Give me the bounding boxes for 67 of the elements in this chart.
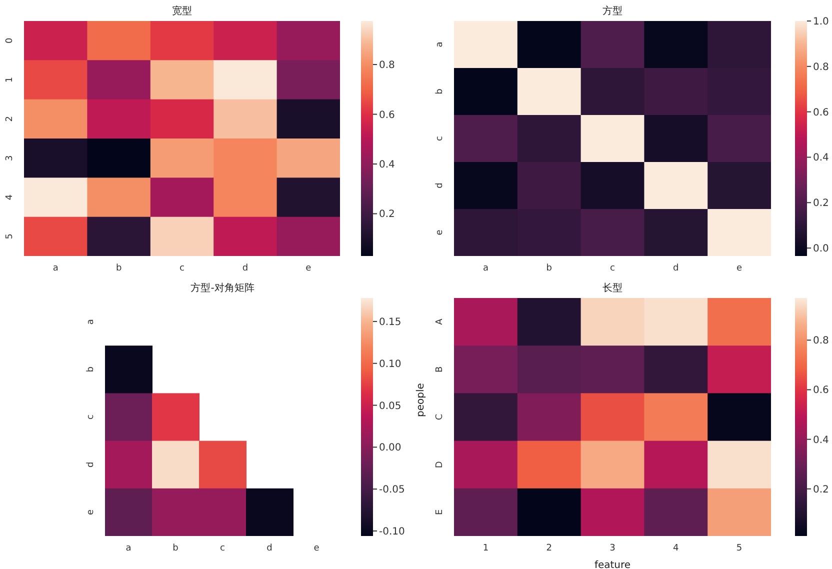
y-tick-label: 3 (5, 155, 15, 161)
chart-title: 宽型 (171, 4, 193, 18)
x-tick-label: c (220, 543, 226, 554)
y-tick-label: 4 (5, 194, 15, 200)
color-bar-label: 0.4 (813, 434, 829, 446)
x-tick-label: e (314, 543, 320, 554)
color-bar-label: 0.4 (379, 159, 395, 170)
color-bar-label: 0.8 (813, 62, 829, 73)
x-tick-label: b (116, 263, 122, 274)
color-bar-label: 0.4 (813, 152, 829, 164)
x-tick-label: 2 (546, 543, 552, 554)
y-tick-label: a (435, 42, 445, 48)
y-tick-label: e (86, 508, 96, 515)
color-bar-label: -0.05 (379, 484, 405, 496)
color-bar-label: 1.0 (813, 16, 829, 28)
x-tick-label: a (482, 263, 488, 274)
y-tick-label: d (435, 182, 445, 188)
x-tick-label: e (306, 263, 312, 274)
x-tick-label: 3 (610, 543, 616, 554)
y-tick-label: c (435, 136, 445, 141)
x-tick-label: b (546, 263, 552, 274)
y-axis-title: people (416, 383, 427, 417)
y-tick-label: b (435, 88, 445, 94)
color-bar-label: 0.10 (379, 358, 402, 370)
color-bar-label: 0.6 (813, 385, 829, 396)
chart-title: 方型-对角矩阵 (190, 282, 256, 295)
color-bar-label: 0.6 (813, 107, 829, 118)
color-bar-label: -0.10 (379, 526, 405, 538)
x-tick-label: a (52, 263, 58, 274)
x-tick-label: e (736, 263, 743, 274)
chart-title: 方型 (602, 4, 624, 18)
y-tick-label: c (86, 414, 96, 420)
color-bar-label: 0.0 (813, 244, 829, 255)
color-bar-label: 0.8 (379, 60, 395, 72)
chart-title: 长型 (602, 282, 624, 295)
y-tick-label: B (435, 366, 445, 372)
color-bar-label: 0.00 (379, 442, 402, 454)
color-bar-label: 0.2 (813, 484, 829, 496)
y-tick-label: E (435, 509, 445, 516)
y-tick-label: 5 (5, 234, 15, 240)
y-tick-label: 1 (5, 76, 15, 83)
x-tick-label: a (126, 543, 132, 554)
y-tick-label: A (435, 318, 445, 325)
y-tick-label: 2 (5, 116, 15, 122)
x-tick-label: d (673, 263, 679, 274)
y-tick-label: D (435, 461, 445, 468)
color-bar-label: 0.8 (813, 336, 829, 347)
x-tick-label: c (180, 263, 185, 274)
color-bar-label: 0.2 (379, 209, 395, 220)
x-tick-label: b (172, 543, 179, 554)
y-tick-label: e (435, 229, 445, 236)
y-tick-label: b (86, 366, 96, 372)
color-bar-label: 0.05 (379, 400, 402, 412)
color-bar-label: 0.2 (813, 198, 829, 210)
x-tick-label: d (242, 263, 248, 274)
x-tick-label: c (610, 263, 616, 274)
y-tick-label: 0 (5, 37, 15, 44)
color-bar-label: 0.15 (379, 316, 402, 328)
y-tick-label: a (86, 319, 96, 325)
x-tick-label: 1 (482, 543, 489, 554)
x-tick-label: 5 (736, 543, 742, 554)
x-tick-label: d (266, 543, 272, 554)
x-tick-label: 4 (673, 543, 680, 554)
y-tick-label: d (86, 462, 96, 468)
color-bar-label: 0.6 (379, 110, 395, 121)
y-tick-label: C (435, 414, 445, 420)
x-axis-title: feature (594, 560, 631, 569)
